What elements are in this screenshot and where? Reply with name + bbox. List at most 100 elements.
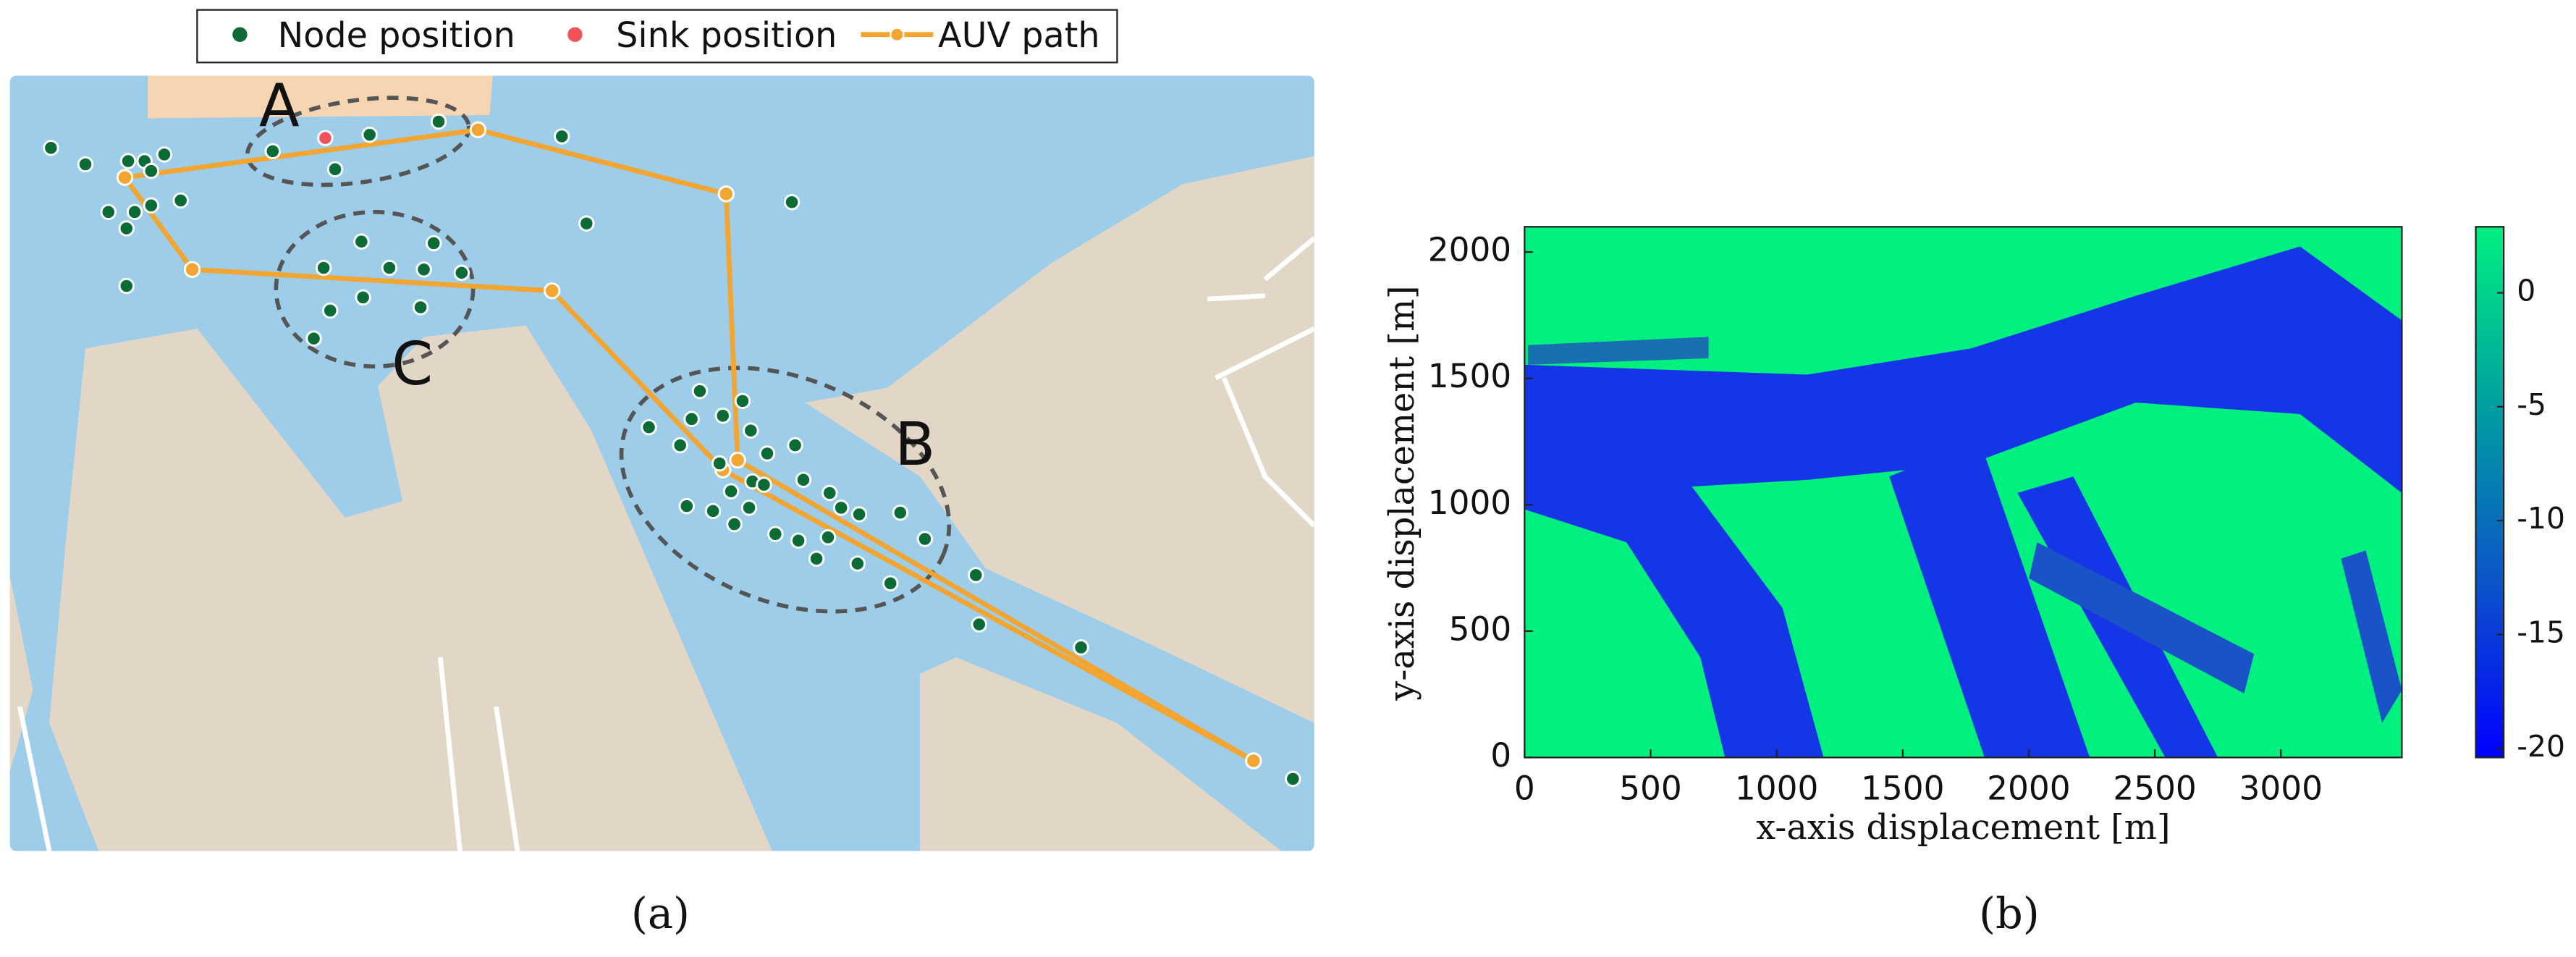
roads [17,236,1314,851]
legend-label: AUV path [938,16,1100,56]
map [9,75,1314,851]
node [425,235,442,252]
node [43,140,59,156]
node [315,259,332,277]
node [819,529,837,546]
waypoint [543,282,561,300]
waypoint [116,169,134,186]
colorbar-tick-label: 0 [2517,274,2535,308]
waypoint [469,121,487,139]
node [795,471,812,489]
node [787,437,803,454]
node [326,161,344,178]
node [790,532,807,549]
node [734,392,751,410]
legend-label: Sink position [616,16,837,56]
node [641,418,657,436]
legend-swatch [890,27,905,42]
node [759,445,776,462]
y-tick-label: 0 [1490,736,1511,775]
x-tick-label: 3000 [2239,769,2322,807]
node [882,575,899,592]
colorbar [2475,226,2505,759]
caption: (a) [631,888,690,938]
waypoint [717,185,735,203]
colorbar-tick-label: -20 [2517,729,2565,764]
caption: (b) [1979,888,2040,938]
node [305,330,322,347]
node [118,220,135,237]
node [808,550,825,568]
node [714,408,731,424]
node [430,113,447,130]
node [704,502,722,520]
cluster-label: A [259,72,300,141]
node [683,410,700,428]
heatmap-depth [1524,246,2402,758]
node [691,383,709,400]
node [916,531,934,547]
waypoint [729,451,746,469]
x-axis-label: x-axis displacement [m] [1756,808,2170,848]
node [850,506,868,523]
node [118,277,135,295]
node [726,515,743,533]
node [971,616,988,633]
node [143,197,160,214]
node [156,146,173,163]
node [172,192,189,209]
node [77,156,94,173]
node [353,233,370,250]
colorbar-tick-label: -15 [2517,615,2565,649]
land [9,75,1314,851]
plot-frame [1524,226,2403,759]
y-tick-label: 1500 [1428,357,1511,395]
y-tick-label: 500 [1449,610,1512,648]
legend-swatch [567,27,583,42]
node [321,302,339,319]
y-tick-label: 1000 [1428,484,1511,522]
node [743,422,759,439]
sink [317,130,334,146]
node [415,261,432,278]
node [361,126,378,143]
cluster-label: C [392,330,433,399]
node [100,203,117,221]
x-tick-label: 500 [1619,769,1682,807]
node [756,476,772,493]
node [1285,770,1301,788]
node [767,526,784,542]
node [355,289,371,306]
node [821,484,838,502]
node [783,193,801,211]
node [264,143,282,160]
node [740,499,758,516]
x-tick-label: 2500 [2113,769,2196,807]
node [832,499,850,516]
node [678,497,695,515]
node [143,162,160,180]
x-tick-label: 0 [1514,769,1535,807]
node [1073,639,1089,656]
node [554,128,570,145]
node [412,299,429,316]
node [711,455,728,472]
legend [196,9,1118,64]
colorbar-tick-label: -10 [2517,501,2565,536]
x-tick-label: 1500 [1861,769,1944,807]
node [892,504,909,521]
cluster-outline [245,96,952,614]
node [722,483,740,499]
node [119,153,137,169]
x-tick-label: 1000 [1735,769,1818,807]
legend-swatch [232,27,248,42]
node [578,215,595,232]
y-tick-label: 2000 [1428,231,1511,269]
node [381,259,398,277]
y-axis-label: y-axis displacement [m] [1382,285,1422,701]
waypoint [1245,752,1262,770]
legend-label: Node position [278,16,515,56]
waypoint [183,261,201,278]
node [849,555,866,572]
